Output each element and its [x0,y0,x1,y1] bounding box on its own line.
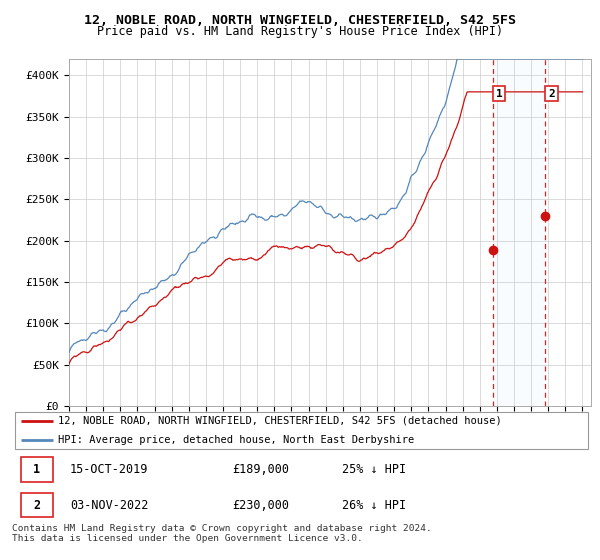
Text: Price paid vs. HM Land Registry's House Price Index (HPI): Price paid vs. HM Land Registry's House … [97,25,503,38]
Bar [493,59,545,406]
FancyBboxPatch shape [20,493,53,517]
Text: 12, NOBLE ROAD, NORTH WINGFIELD, CHESTERFIELD, S42 5FS (detached house): 12, NOBLE ROAD, NORTH WINGFIELD, CHESTER… [58,416,502,426]
Text: 25% ↓ HPI: 25% ↓ HPI [342,463,406,476]
Text: 2: 2 [33,498,40,512]
Text: 03-NOV-2022: 03-NOV-2022 [70,498,148,512]
FancyBboxPatch shape [15,412,588,449]
Text: 1: 1 [33,463,40,476]
Text: 1: 1 [496,88,503,99]
Text: 12, NOBLE ROAD, NORTH WINGFIELD, CHESTERFIELD, S42 5FS: 12, NOBLE ROAD, NORTH WINGFIELD, CHESTER… [84,14,516,27]
Text: £189,000: £189,000 [232,463,289,476]
Text: £230,000: £230,000 [232,498,289,512]
Text: Contains HM Land Registry data © Crown copyright and database right 2024.
This d: Contains HM Land Registry data © Crown c… [12,524,432,543]
Text: 2: 2 [548,88,555,99]
Text: 15-OCT-2019: 15-OCT-2019 [70,463,148,476]
Text: 26% ↓ HPI: 26% ↓ HPI [342,498,406,512]
Text: HPI: Average price, detached house, North East Derbyshire: HPI: Average price, detached house, Nort… [58,435,415,445]
FancyBboxPatch shape [20,458,53,482]
